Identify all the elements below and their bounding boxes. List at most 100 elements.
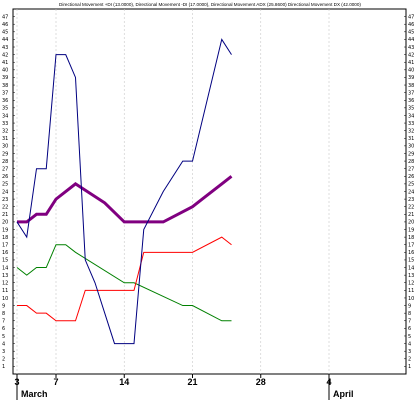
series-line-plus-di xyxy=(16,244,232,322)
y-tick-label-right: 5 xyxy=(408,334,411,340)
series-line-dx xyxy=(16,38,232,345)
y-tick-label-right: 45 xyxy=(408,30,414,36)
y-tick-label-left: 47 xyxy=(2,14,8,20)
y-tick-label-left: 41 xyxy=(2,60,8,66)
y-tick-label-right: 23 xyxy=(408,197,414,203)
y-tick-label-left: 13 xyxy=(2,273,8,279)
y-tick-label-left: 45 xyxy=(2,30,8,36)
x-tick-label: 7 xyxy=(53,377,58,387)
y-tick-label-left: 25 xyxy=(2,182,8,188)
plot-frame xyxy=(12,8,407,375)
x-tick-label: 21 xyxy=(187,377,197,387)
y-tick-label-right: 3 xyxy=(408,349,411,355)
y-axis-right: 1234567891011121314151617181920212223242… xyxy=(404,14,414,370)
y-tick-label-right: 34 xyxy=(408,113,414,119)
y-tick-label-right: 26 xyxy=(408,174,414,180)
y-tick-label-right: 42 xyxy=(408,52,414,58)
y-tick-label-left: 28 xyxy=(2,159,8,165)
y-tick-label-right: 27 xyxy=(408,166,414,172)
y-tick-label-left: 46 xyxy=(2,22,8,28)
y-tick-label-right: 14 xyxy=(408,265,414,271)
y-tick-label-left: 26 xyxy=(2,174,8,180)
y-tick-label-left: 2 xyxy=(2,357,5,363)
chart-title: Directional Movement +DI (13.0000), Dire… xyxy=(59,2,361,7)
y-tick-label-left: 1 xyxy=(2,364,5,370)
y-tick-label-right: 15 xyxy=(408,258,414,264)
y-tick-label-left: 11 xyxy=(2,288,8,294)
y-tick-label-left: 19 xyxy=(2,227,8,233)
y-tick-label-left: 6 xyxy=(2,326,5,332)
y-tick-label-right: 25 xyxy=(408,182,414,188)
y-tick-label-left: 40 xyxy=(2,68,8,74)
y-tick-label-right: 22 xyxy=(408,205,414,211)
y-axis-left: 1234567891011121314151617181920212223242… xyxy=(2,14,15,370)
y-tick-label-left: 15 xyxy=(2,258,8,264)
y-tick-label-right: 16 xyxy=(408,250,414,256)
y-tick-label-left: 20 xyxy=(2,220,8,226)
y-tick-label-left: 4 xyxy=(2,341,5,347)
y-tick-label-right: 9 xyxy=(408,303,411,309)
y-tick-label-left: 35 xyxy=(2,106,8,112)
y-tick-label-left: 37 xyxy=(2,90,8,96)
series-layer xyxy=(16,38,233,345)
y-tick-label-left: 16 xyxy=(2,250,8,256)
y-tick-label-right: 32 xyxy=(408,128,414,134)
y-tick-label-left: 10 xyxy=(2,296,8,302)
month-label: March xyxy=(21,389,48,399)
y-tick-label-right: 46 xyxy=(408,22,414,28)
y-tick-label-right: 35 xyxy=(408,106,414,112)
y-tick-label-left: 31 xyxy=(2,136,8,142)
y-tick-label-left: 32 xyxy=(2,128,8,134)
grid-layer xyxy=(16,9,330,374)
y-tick-label-right: 10 xyxy=(408,296,414,302)
y-tick-label-left: 9 xyxy=(2,303,5,309)
y-tick-label-left: 22 xyxy=(2,205,8,211)
y-tick-label-right: 6 xyxy=(408,326,411,332)
y-tick-label-right: 18 xyxy=(408,235,414,241)
y-tick-label-right: 4 xyxy=(408,341,411,347)
y-tick-label-left: 21 xyxy=(2,212,8,218)
y-tick-label-right: 12 xyxy=(408,281,414,287)
x-tick-label: 28 xyxy=(256,377,266,387)
y-tick-label-right: 8 xyxy=(408,311,411,317)
y-tick-label-right: 19 xyxy=(408,227,414,233)
y-tick-label-left: 38 xyxy=(2,83,8,89)
y-tick-label-right: 17 xyxy=(408,243,414,249)
y-tick-label-left: 44 xyxy=(2,37,8,43)
y-tick-label-right: 11 xyxy=(408,288,414,294)
y-tick-label-left: 42 xyxy=(2,52,8,58)
series-line-adx xyxy=(17,175,233,224)
y-tick-label-left: 27 xyxy=(2,166,8,172)
y-tick-label-left: 23 xyxy=(2,197,8,203)
y-tick-label-left: 18 xyxy=(2,235,8,241)
y-tick-label-right: 13 xyxy=(408,273,414,279)
y-tick-label-left: 8 xyxy=(2,311,5,317)
y-tick-label-right: 24 xyxy=(408,189,414,195)
y-tick-label-right: 39 xyxy=(408,75,414,81)
y-tick-label-right: 38 xyxy=(408,83,414,89)
y-tick-label-left: 36 xyxy=(2,98,8,104)
y-tick-label-left: 29 xyxy=(2,151,8,157)
y-tick-label-left: 33 xyxy=(2,121,8,127)
y-tick-label-right: 40 xyxy=(408,68,414,74)
y-tick-label-left: 14 xyxy=(2,265,8,271)
y-tick-label-right: 44 xyxy=(408,37,414,43)
y-tick-label-right: 37 xyxy=(408,90,414,96)
y-tick-label-right: 28 xyxy=(408,159,414,165)
y-tick-label-left: 5 xyxy=(2,334,5,340)
x-axis: 371421284MarchApril xyxy=(14,374,354,400)
y-tick-label-left: 3 xyxy=(2,349,5,355)
y-tick-label-right: 20 xyxy=(408,220,414,226)
y-tick-label-right: 2 xyxy=(408,357,411,363)
y-tick-label-right: 1 xyxy=(408,364,411,370)
y-tick-label-right: 30 xyxy=(408,144,414,150)
y-tick-label-right: 21 xyxy=(408,212,414,218)
y-tick-label-right: 31 xyxy=(408,136,414,142)
y-tick-label-right: 43 xyxy=(408,45,414,51)
y-tick-label-left: 7 xyxy=(2,319,5,325)
y-tick-label-left: 17 xyxy=(2,243,8,249)
y-tick-label-right: 41 xyxy=(408,60,414,66)
y-tick-label-right: 36 xyxy=(408,98,414,104)
